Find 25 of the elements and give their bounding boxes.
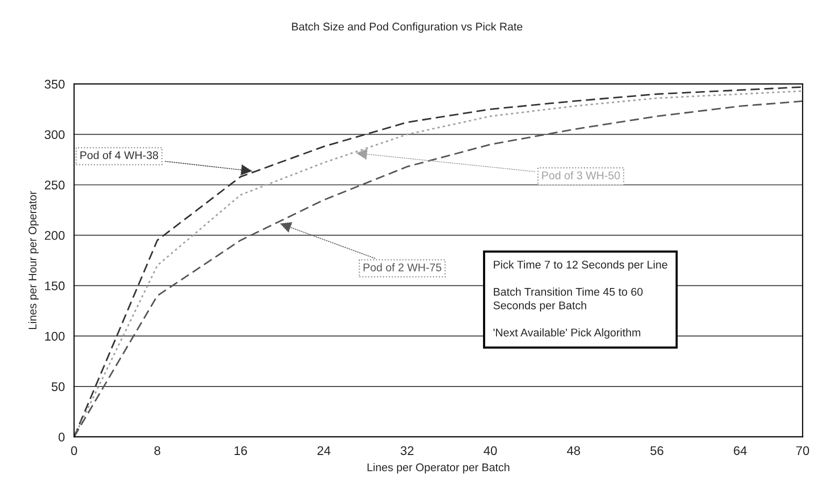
chart-title: Batch Size and Pod Configuration vs Pick Rate	[292, 22, 522, 33]
x-tick-label: 40	[484, 446, 497, 456]
text: Pick Time 7 to 12 Seconds per Line Batch Transition Time 45 to 60 Seconds per Batch 'Next Available' Pick Algorithm	[493, 260, 668, 339]
x-axis-title: Lines per Operator per Batch	[368, 463, 510, 474]
text: Pod of 3 WH-50	[542, 171, 620, 180]
x-tick-label: 24	[318, 446, 330, 455]
x-tick-label: 56	[650, 446, 664, 456]
x-tick-label: 8	[154, 446, 160, 456]
x-tick-label: 64	[734, 446, 747, 456]
y-tick-label: 50	[52, 382, 65, 392]
y-tick-label: 150	[45, 281, 65, 290]
y-tick-label: 100	[45, 332, 65, 341]
x-tick-label: 32	[400, 446, 414, 456]
text: Pod of 4 WH-38	[80, 151, 158, 160]
x-tick-label: 48	[566, 446, 580, 456]
y-tick-label: 200	[44, 231, 65, 240]
x-tick-label: 16	[234, 446, 247, 456]
x-tick-label: 0	[71, 446, 78, 456]
x-tick-label: 70	[796, 446, 810, 456]
y-tick-label: 350	[44, 80, 65, 89]
y-axis-title: Lines per Hour per Operator	[28, 191, 39, 329]
y-tick-label: 300	[44, 130, 65, 140]
y-tick-label: 0	[58, 432, 65, 442]
text: Pod of 2 WH-75	[364, 263, 442, 272]
y-tick-label: 250	[44, 180, 65, 190]
